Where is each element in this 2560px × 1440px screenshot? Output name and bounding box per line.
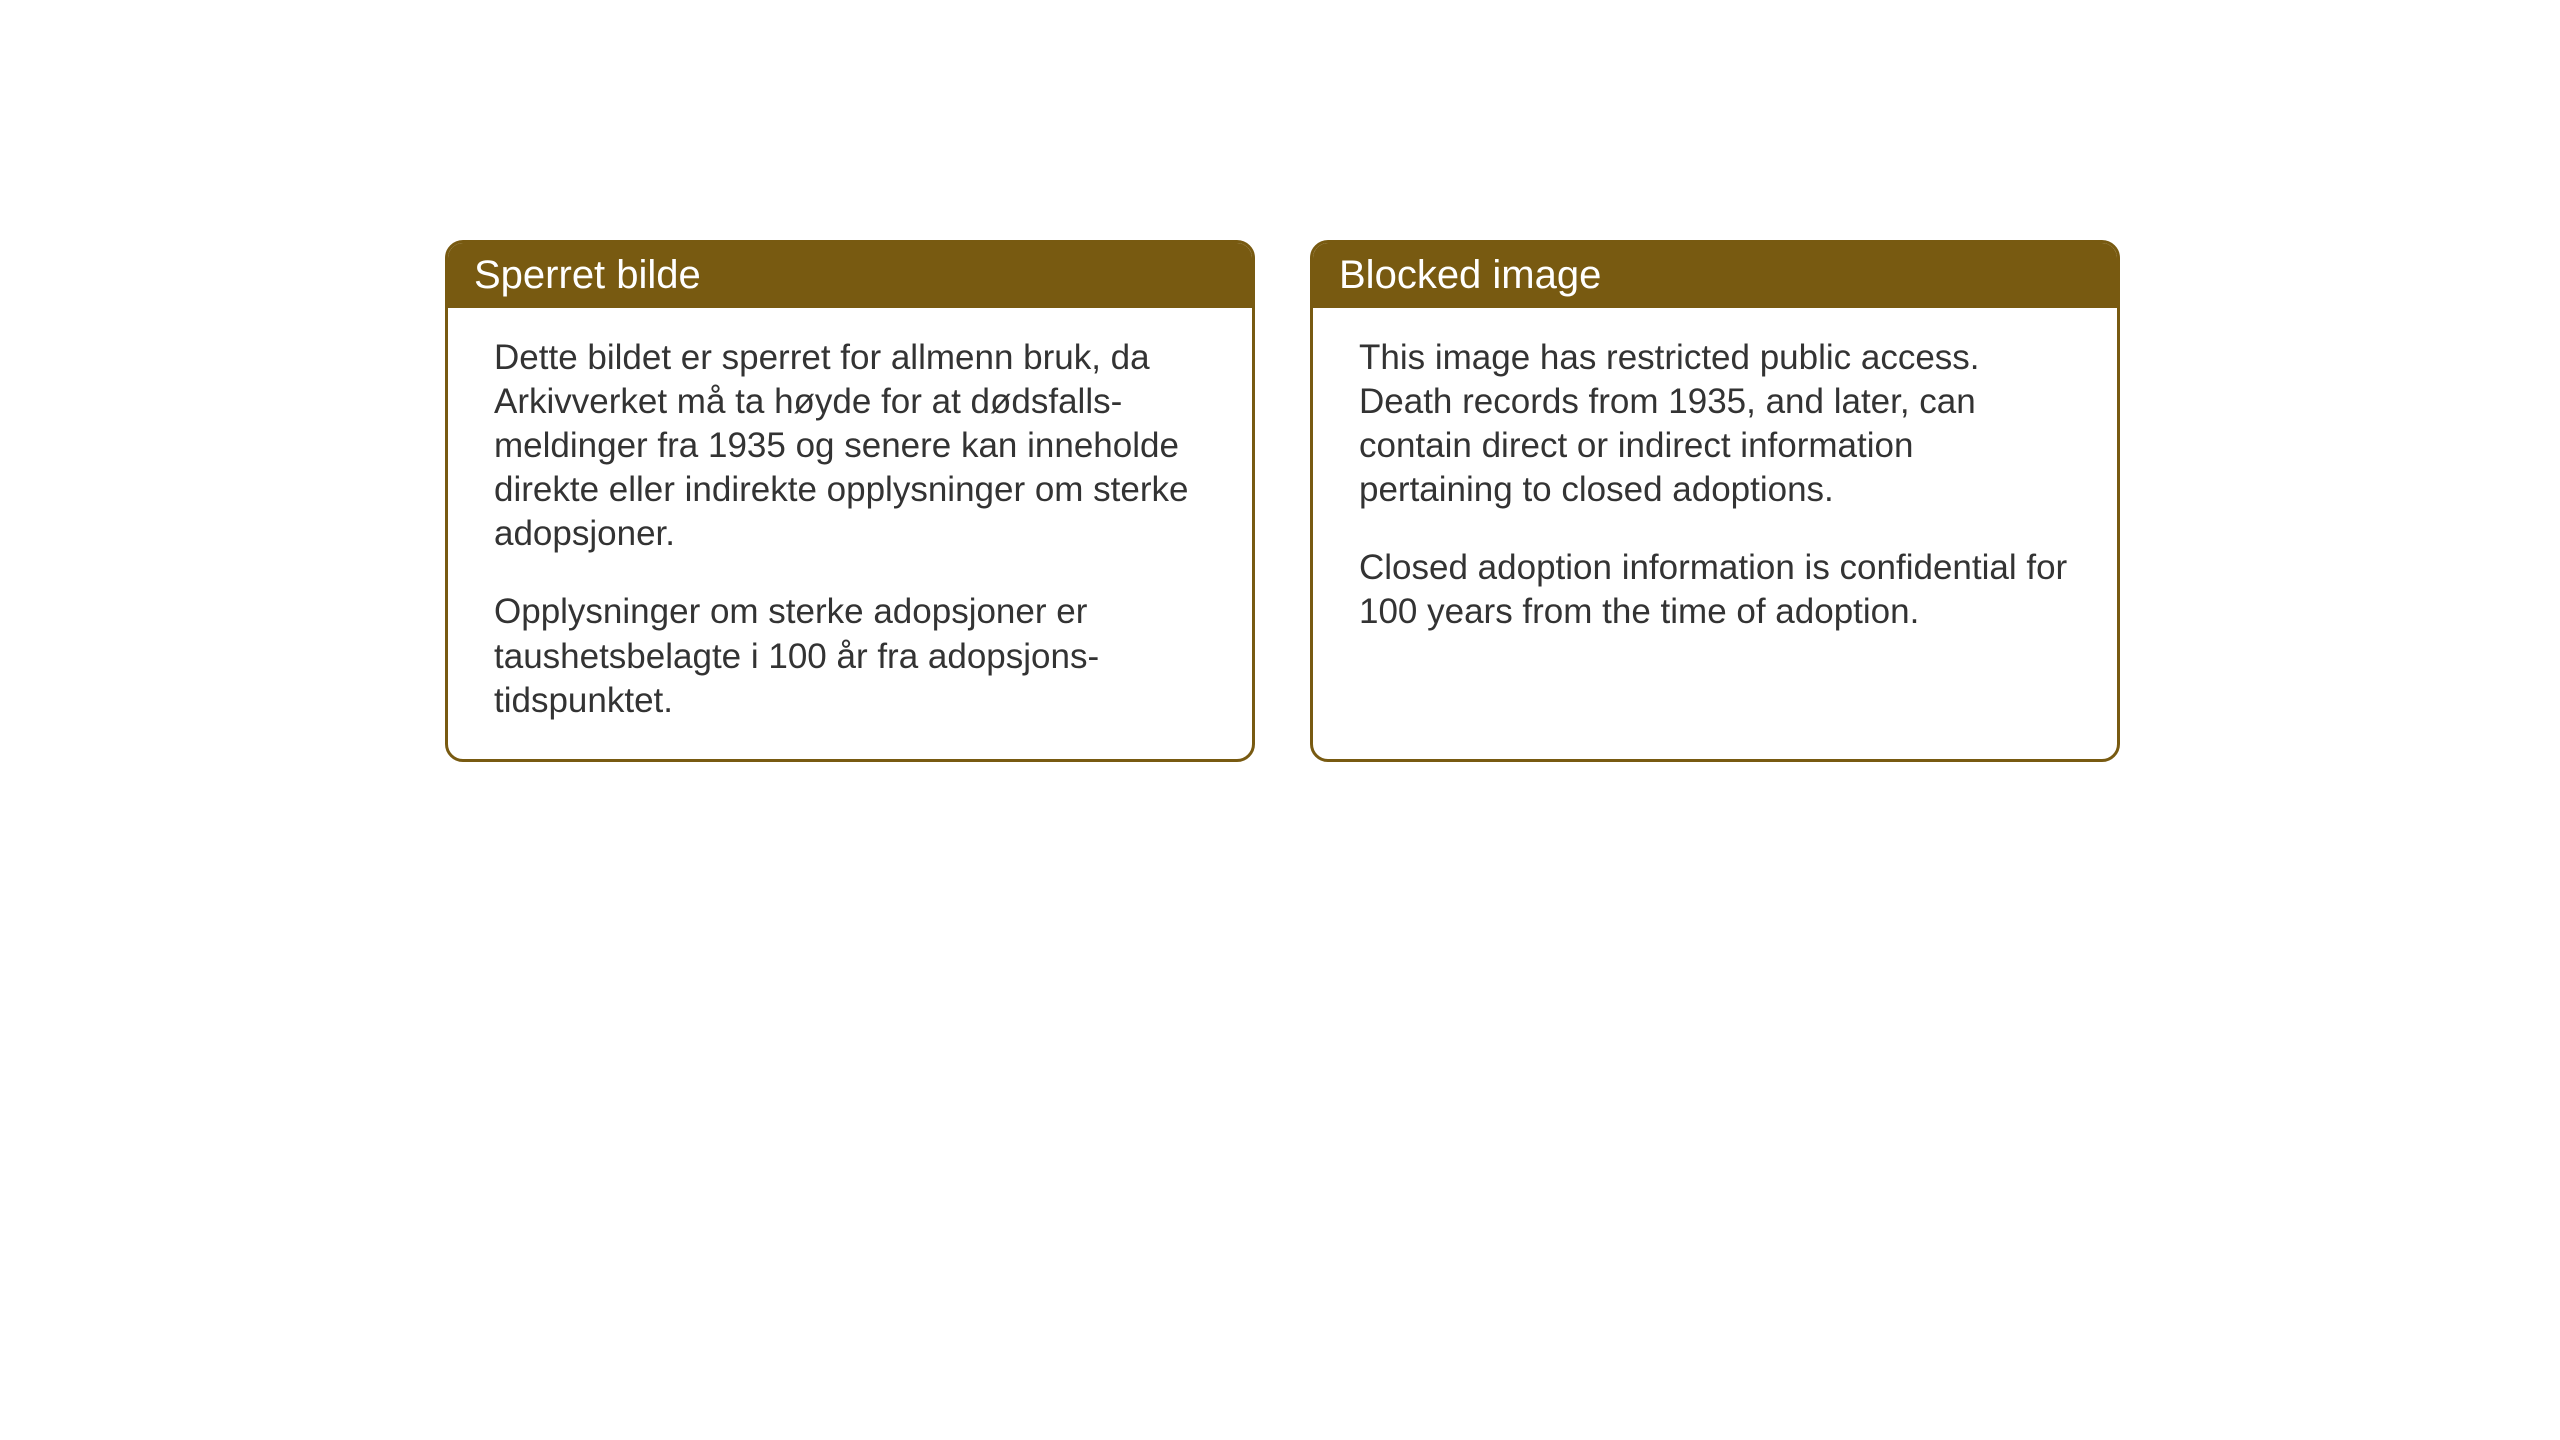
notice-box-norwegian: Sperret bilde Dette bildet er sperret fo… [445, 240, 1255, 762]
notices-container: Sperret bilde Dette bildet er sperret fo… [445, 240, 2120, 762]
notice-header-english: Blocked image [1313, 243, 2117, 308]
notice-header-norwegian: Sperret bilde [448, 243, 1252, 308]
notice-paragraph-1-norwegian: Dette bildet er sperret for allmenn bruk… [494, 336, 1206, 556]
notice-box-english: Blocked image This image has restricted … [1310, 240, 2120, 762]
notice-body-norwegian: Dette bildet er sperret for allmenn bruk… [448, 308, 1252, 759]
notice-body-english: This image has restricted public access.… [1313, 308, 2117, 738]
notice-paragraph-2-norwegian: Opplysninger om sterke adopsjoner er tau… [494, 590, 1206, 722]
notice-title-english: Blocked image [1339, 253, 1601, 297]
notice-paragraph-2-english: Closed adoption information is confident… [1359, 546, 2071, 634]
notice-title-norwegian: Sperret bilde [474, 253, 701, 297]
notice-paragraph-1-english: This image has restricted public access.… [1359, 336, 2071, 512]
